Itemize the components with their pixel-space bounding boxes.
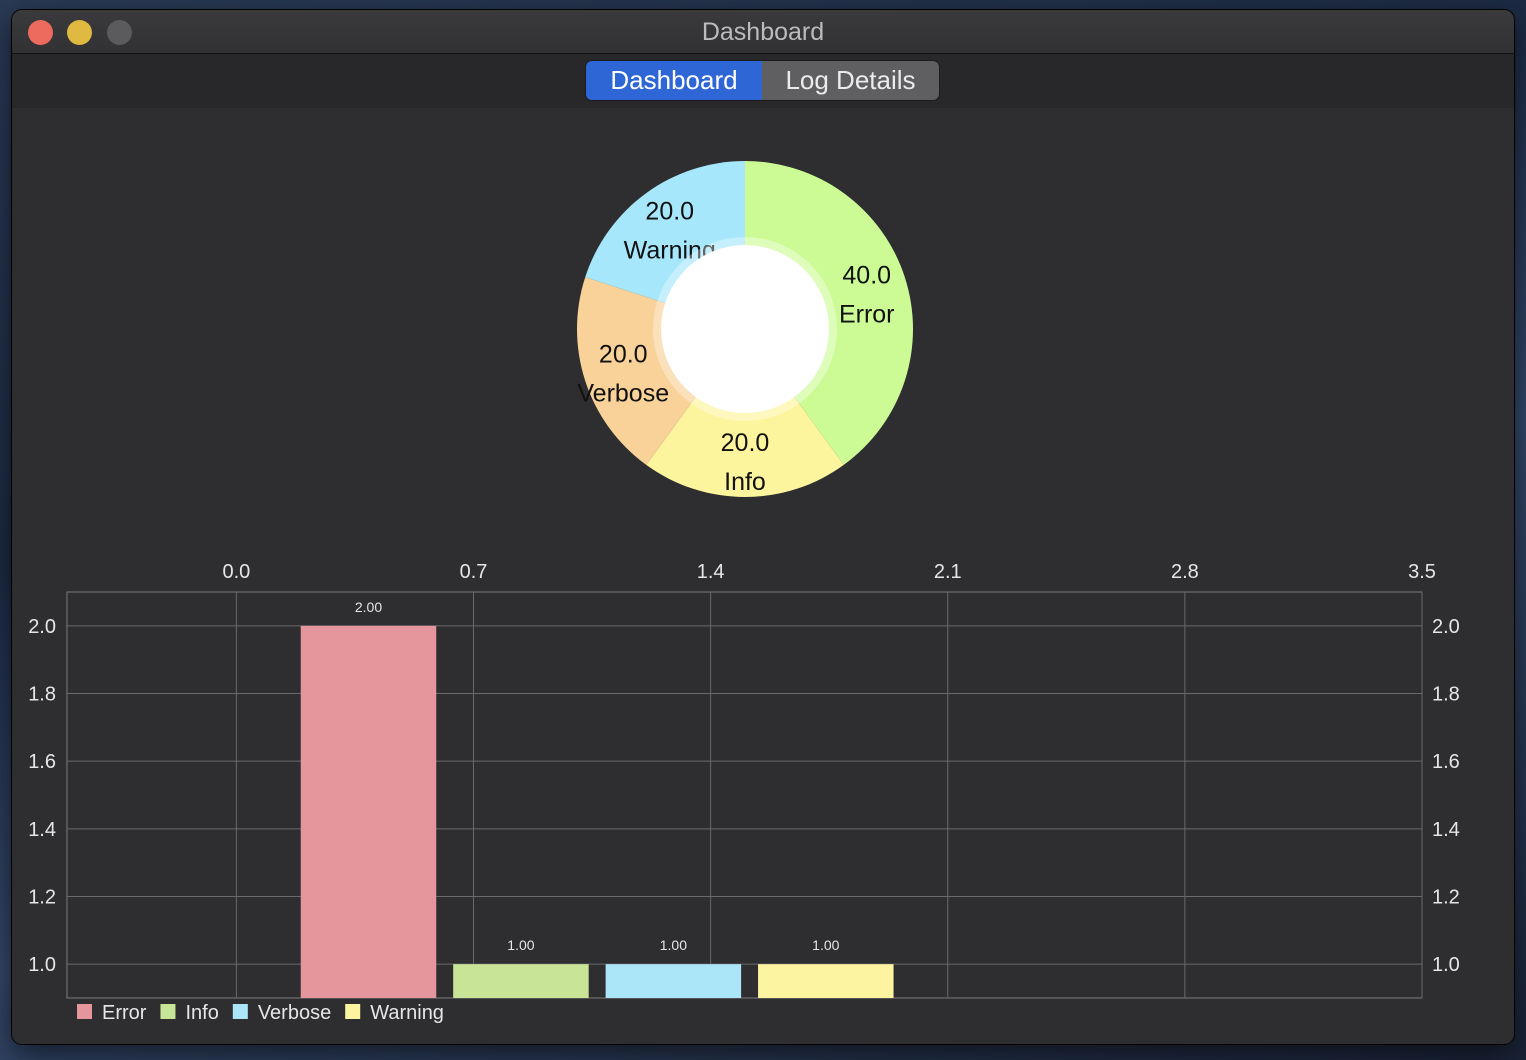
bar-verbose xyxy=(605,964,742,998)
legend-label-error: Error xyxy=(102,1002,147,1024)
bar-error xyxy=(300,625,437,998)
minimize-button[interactable] xyxy=(67,20,92,45)
legend-label-verbose: Verbose xyxy=(258,1002,331,1024)
bar-value-label-info: 1.00 xyxy=(507,937,534,953)
bar-legend: Error Info Verbose Warning xyxy=(77,1002,444,1024)
bar-chart: 0.0 0.7 1.4 2.1 2.8 3.5 1.0 1.0 1.2 1.2 1.4 1.4 1.6 1… xyxy=(28,561,1460,999)
bar-info xyxy=(453,964,589,998)
legend-swatch-info xyxy=(160,1004,176,1019)
tab-switcher: Dashboard Log Details xyxy=(586,61,939,100)
tab-log-details[interactable]: Log Details xyxy=(785,65,916,95)
y-tick-label-right: 1.6 xyxy=(1432,751,1460,773)
y-tick-label-right: 1.8 xyxy=(1432,684,1460,706)
y-tick-label-left: 1.0 xyxy=(28,954,56,976)
x-tick-label: 0.0 xyxy=(222,561,250,583)
pie-slice-label-info: Info xyxy=(724,468,766,496)
legend-label-info: Info xyxy=(185,1002,218,1024)
y-tick-label-left: 1.2 xyxy=(28,887,56,909)
app-window: Dashboard Dashboard Log Details 40.0 Erro… xyxy=(12,10,1514,1044)
y-tick-label-left: 2.0 xyxy=(28,616,56,638)
x-tick-label: 1.4 xyxy=(697,561,725,583)
y-tick-label-right: 1.4 xyxy=(1432,819,1460,841)
bar-value-label-verbose: 1.00 xyxy=(660,937,687,953)
y-tick-label-left: 1.4 xyxy=(28,819,56,841)
window-title: Dashboard xyxy=(701,18,825,46)
legend-swatch-verbose xyxy=(232,1004,248,1019)
y-tick-label-left: 1.8 xyxy=(28,684,56,706)
y-tick-label-right: 1.0 xyxy=(1432,954,1460,976)
pie-slice-error xyxy=(745,161,913,465)
x-tick-label: 2.1 xyxy=(934,561,962,583)
legend-label-warning: Warning xyxy=(370,1002,444,1024)
bar-warning xyxy=(758,964,894,998)
pie-slice-label-error: Error xyxy=(839,300,895,328)
zoom-button[interactable] xyxy=(107,20,132,45)
pie-hole xyxy=(661,245,829,413)
pie-value-label-info: 20.0 xyxy=(721,429,770,457)
bar-value-label-error: 2.00 xyxy=(355,599,382,615)
pie-value-label-warning: 20.0 xyxy=(645,197,694,225)
y-tick-label-right: 2.0 xyxy=(1432,616,1460,638)
close-button[interactable] xyxy=(28,20,53,45)
pie-slice-label-verbose: Verbose xyxy=(577,380,669,408)
bar-value-label-warning: 1.00 xyxy=(812,937,839,953)
legend-swatch-error xyxy=(77,1004,92,1019)
charts-canvas: 40.0 Error 20.0 Info 20.0 Verbose 20.0 Warning 0… xyxy=(28,161,1460,1024)
title-bar: Dashboard xyxy=(12,10,1514,54)
x-tick-label: 3.5 xyxy=(1408,561,1436,583)
x-tick-label: 2.8 xyxy=(1171,561,1199,583)
dashboard-content: 40.0 Error 20.0 Info 20.0 Verbose 20.0 Warning 0… xyxy=(12,108,1514,1044)
y-tick-label-right: 1.2 xyxy=(1432,887,1460,909)
tab-dashboard[interactable]: Dashboard xyxy=(586,61,762,100)
toolbar: Dashboard Log Details xyxy=(12,54,1514,108)
y-tick-label-left: 1.6 xyxy=(28,751,56,773)
pie-value-label-verbose: 20.0 xyxy=(599,341,648,369)
legend-swatch-warning xyxy=(345,1004,361,1019)
plot-area-frame xyxy=(66,591,1423,999)
x-tick-label: 0.7 xyxy=(460,561,488,583)
pie-value-label-error: 40.0 xyxy=(842,261,891,289)
